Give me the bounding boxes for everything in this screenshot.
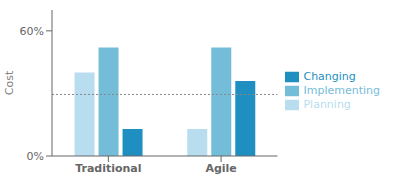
svg-text:0%: 0% [27, 150, 44, 163]
svg-text:Traditional: Traditional [75, 162, 141, 175]
svg-text:60%: 60% [20, 25, 44, 38]
html-text:Implementing: Implementing [303, 84, 380, 97]
html-text:Changing: Changing [303, 70, 356, 83]
html-text:Planning: Planning [303, 98, 351, 111]
svg-text:Agile: Agile [205, 162, 236, 175]
svg-text:Cost: Cost [8, 70, 16, 95]
